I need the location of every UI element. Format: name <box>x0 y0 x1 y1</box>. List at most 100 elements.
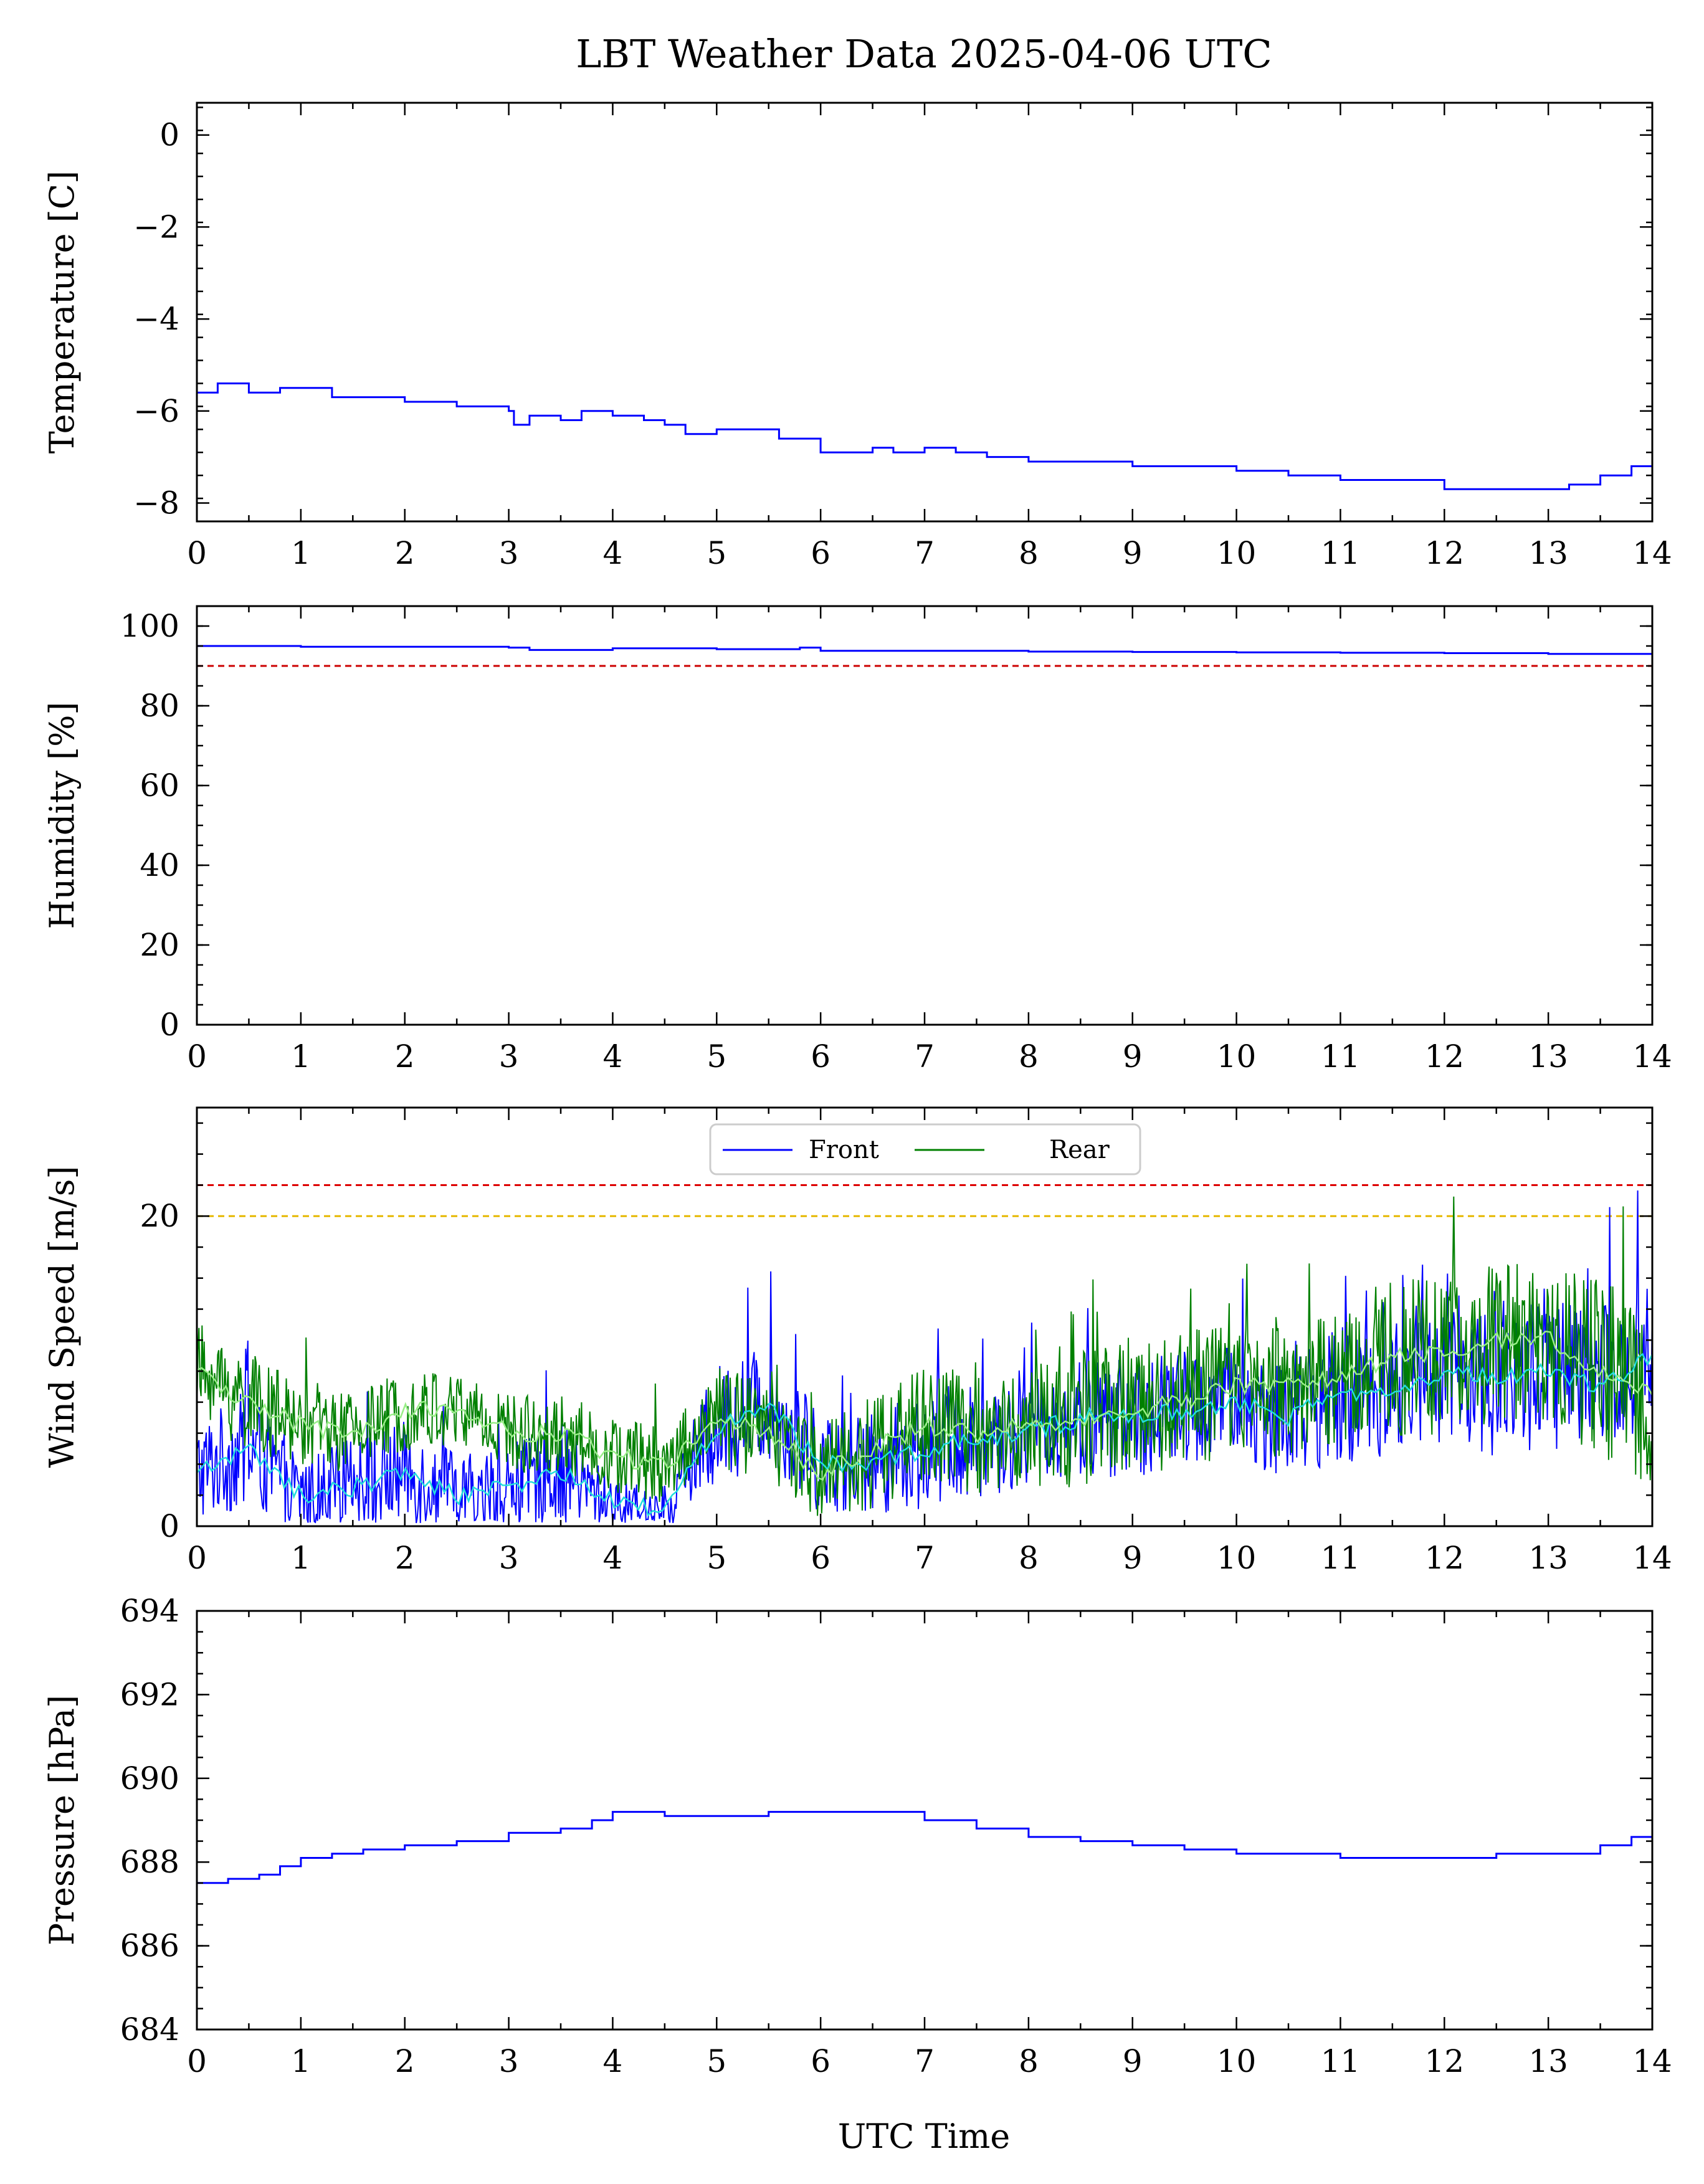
temperature-y-tick-label: 0 <box>159 117 179 153</box>
pressure-x-tick-label: 8 <box>1019 2043 1039 2079</box>
humidity-x-tick-label: 3 <box>499 1038 519 1075</box>
humidity-x-tick-label: 12 <box>1424 1038 1464 1075</box>
wind-speed-x-tick-label: 14 <box>1632 1540 1672 1576</box>
humidity-x-tick-label: 0 <box>187 1038 207 1075</box>
pressure-x-tick-label: 11 <box>1321 2043 1361 2079</box>
pressure-x-tick-label: 0 <box>187 2043 207 2079</box>
humidity-panel: 0 1 2 3 4 5 6 7 8 9 10 11 12 13 14020406080100Humidity… <box>42 605 1672 1075</box>
humidity-x-tick-label: 6 <box>811 1038 831 1075</box>
pressure-x-tick-label: 13 <box>1528 2043 1568 2079</box>
humidity-y-tick-label: 80 <box>140 688 179 724</box>
humidity-y-tick-label: 60 <box>140 767 179 804</box>
temperature-x-tick-label: 11 <box>1321 535 1361 571</box>
humidity-y-axis-label: Humidity [%] <box>42 701 82 929</box>
wind-speed-y-axis-label: Wind Speed [m/s] <box>42 1166 82 1468</box>
temperature-x-tick-label: 3 <box>499 535 519 571</box>
pressure-x-tick-label: 12 <box>1424 2043 1464 2079</box>
pressure-plot-area <box>197 1811 1652 1884</box>
humidity-x-tick-label: 10 <box>1217 1038 1257 1075</box>
wind-legend: Front Rear <box>709 1123 1141 1175</box>
pressure-x-tick-label: 9 <box>1123 2043 1143 2079</box>
temperature-x-tick-label: 10 <box>1217 535 1257 571</box>
temperature-panel: 0 1 2 3 4 5 6 7 8 9 10 11 12 13 140−2−4−6−8Temperature… <box>42 102 1672 571</box>
humidity-plot-area <box>197 645 1652 667</box>
temperature-x-tick-label: 9 <box>1123 535 1143 571</box>
wind-series-front-mean-line <box>197 1352 1652 1517</box>
pressure-y-tick-label: 690 <box>120 1760 179 1797</box>
pressure-x-tick-label: 3 <box>499 2043 519 2079</box>
humidity-x-tick-label: 4 <box>603 1038 623 1075</box>
wind-series-rear-line <box>197 1196 1652 1516</box>
wind-speed-x-tick-label: 8 <box>1019 1540 1039 1576</box>
pressure-x-tick-label: 5 <box>707 2043 726 2079</box>
temperature-x-tick-label: 8 <box>1019 535 1039 571</box>
pressure-y-tick-label: 686 <box>120 1928 179 1964</box>
temperature-x-tick-label: 2 <box>395 535 415 571</box>
pressure-x-tick-label: 10 <box>1217 2043 1257 2079</box>
temperature-x-tick-label: 13 <box>1528 535 1568 571</box>
pressure-x-tick-label: 6 <box>811 2043 831 2079</box>
humidity-y-tick-label: 40 <box>140 847 179 883</box>
pressure-y-tick-label: 694 <box>120 1593 179 1629</box>
temperature-y-tick-label: −4 <box>133 301 179 337</box>
temperature-y-tick-label: −2 <box>133 209 179 245</box>
humidity-y-tick-label: 0 <box>159 1007 179 1043</box>
wind-speed-x-tick-label: 5 <box>707 1540 726 1576</box>
x-axis-label: UTC Time <box>838 2117 1010 2156</box>
humidity-x-tick-label: 9 <box>1123 1038 1143 1075</box>
humidity-x-tick-label: 13 <box>1528 1038 1568 1075</box>
wind-series-rear-mean-line <box>197 1330 1652 1481</box>
wind-speed-x-tick-label: 7 <box>915 1540 935 1576</box>
temperature-x-tick-label: 1 <box>291 535 311 571</box>
humidity-x-tick-label: 8 <box>1019 1038 1039 1075</box>
humidity-x-tick-label: 2 <box>395 1038 415 1075</box>
wind-speed-x-tick-label: 13 <box>1528 1540 1568 1576</box>
pressure-x-tick-label: 1 <box>291 2043 311 2079</box>
temperature-x-tick-label: 7 <box>915 535 935 571</box>
temperature-x-tick-label: 12 <box>1424 535 1464 571</box>
wind-speed-x-tick-label: 3 <box>499 1540 519 1576</box>
pressure-x-tick-label: 14 <box>1632 2043 1672 2079</box>
temperature-x-tick-label: 4 <box>603 535 623 571</box>
chart-title: LBT Weather Data 2025-04-06 UTC <box>576 31 1272 77</box>
temperature-series-line <box>197 382 1652 490</box>
humidity-y-tick-label: 100 <box>120 608 179 644</box>
humidity-x-tick-label: 5 <box>707 1038 726 1075</box>
wind-speed-x-tick-label: 10 <box>1217 1540 1257 1576</box>
wind-speed-plot-area <box>197 1184 1652 1524</box>
wind-speed-ticks <box>196 1108 1654 1527</box>
temperature-x-tick-label: 6 <box>811 535 831 571</box>
wind-speed-y-tick-label: 20 <box>140 1198 179 1234</box>
pressure-y-tick-label: 684 <box>120 2011 179 2048</box>
wind-speed-x-tick-label: 4 <box>603 1540 623 1576</box>
wind-speed-x-tick-label: 6 <box>811 1540 831 1576</box>
temperature-y-tick-label: −8 <box>133 485 179 521</box>
humidity-x-tick-label: 7 <box>915 1038 935 1075</box>
temperature-x-tick-label: 0 <box>187 535 207 571</box>
humidity-x-tick-label: 11 <box>1321 1038 1361 1075</box>
wind-speed-y-tick-label: 0 <box>159 1508 179 1544</box>
pressure-x-tick-label: 7 <box>915 2043 935 2079</box>
temperature-y-tick-label: −6 <box>133 393 179 429</box>
legend-label-front: Front <box>809 1136 879 1164</box>
pressure-y-axis-label: Pressure [hPa] <box>42 1695 82 1945</box>
pressure-y-tick-label: 688 <box>120 1844 179 1880</box>
pressure-series-line <box>197 1811 1652 1884</box>
legend-label-rear: Rear <box>1049 1136 1110 1164</box>
pressure-x-tick-label: 4 <box>603 2043 623 2079</box>
pressure-x-tick-label: 2 <box>395 2043 415 2079</box>
temperature-x-tick-label: 5 <box>707 535 726 571</box>
pressure-ticks <box>196 1610 1654 2031</box>
wind-speed-x-tick-label: 0 <box>187 1540 207 1576</box>
pressure-panel: 0 1 2 3 4 5 6 7 8 9 10 11 12 13 14684686688690692694Pr… <box>42 1593 1672 2079</box>
humidity-x-tick-label: 1 <box>291 1038 311 1075</box>
wind-speed-x-tick-label: 12 <box>1424 1540 1464 1576</box>
humidity-y-tick-label: 20 <box>140 927 179 963</box>
pressure-y-tick-label: 692 <box>120 1676 179 1712</box>
temperature-plot-area <box>197 382 1652 490</box>
humidity-ticks <box>196 605 1654 1026</box>
humidity-x-tick-label: 14 <box>1632 1038 1672 1075</box>
